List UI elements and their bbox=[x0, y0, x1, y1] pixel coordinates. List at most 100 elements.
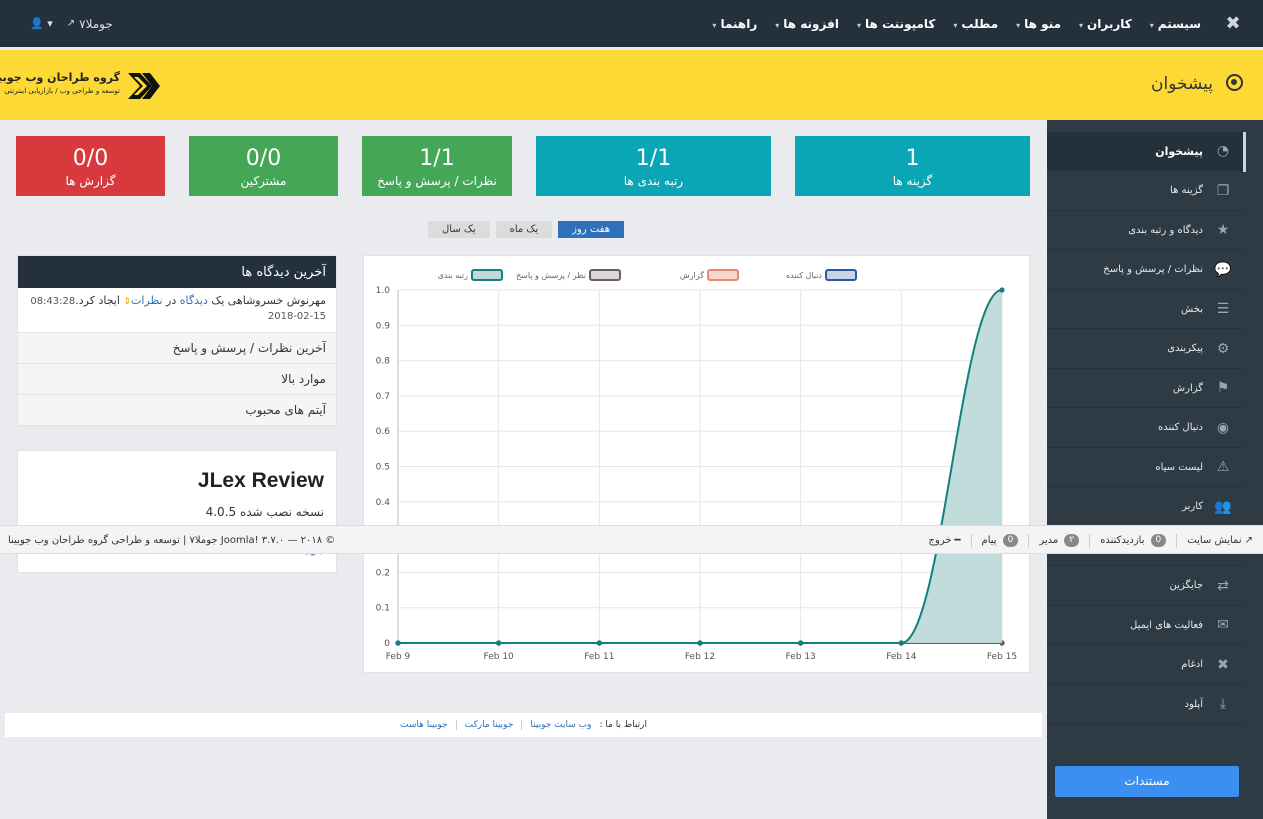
legend-label: دنبال کننده bbox=[786, 271, 822, 280]
latest-reviews-title: آخرین دیدگاه ها bbox=[18, 256, 336, 288]
top-menu-item[interactable]: منو ها▾ bbox=[1016, 17, 1061, 31]
footer: ارتباط با ما : وب سایت جوبینا جوبینا مار… bbox=[5, 713, 1042, 737]
sidebar-item-label: ادغام bbox=[1181, 659, 1203, 670]
y-tick-label: 0.4 bbox=[376, 498, 391, 508]
panel-section-row[interactable]: موارد بالا bbox=[18, 364, 336, 395]
stat-card-label: رتبه بندی ها bbox=[623, 174, 684, 188]
series-point bbox=[596, 640, 602, 646]
latest-reviews-panel: آخرین دیدگاه ها مهرنوش خسروشاهی یک دیدگا… bbox=[17, 255, 337, 426]
series-point bbox=[395, 640, 401, 646]
series-area bbox=[398, 290, 1002, 643]
footer-link-host[interactable]: جوبینا هاست bbox=[399, 720, 448, 730]
documentation-button[interactable]: مستندات bbox=[1055, 766, 1239, 797]
stat-card[interactable]: 0/0 مشترکین bbox=[189, 136, 338, 196]
options-icon: ❐ bbox=[1216, 182, 1230, 199]
sidebar-item[interactable]: ◔ پیشخوان bbox=[1047, 132, 1243, 171]
sidebar-item[interactable]: ◉ دنبال کننده bbox=[1047, 409, 1243, 448]
top-navbar: ✖ سیستم▾ کاربران▾ منو ها▾ مطلب▾ کامپوننت ها▾… bbox=[0, 0, 1263, 47]
extension-title: JLex Review bbox=[197, 469, 324, 492]
stat-card[interactable]: 1/1 نظرات / پرسش و پاسخ bbox=[362, 136, 512, 196]
warning-icon: ⚠ bbox=[1216, 459, 1230, 475]
sidebar-item[interactable]: ✉ فعالیت های ایمیل bbox=[1047, 606, 1243, 645]
stat-card[interactable]: 0/0 گزارش ها bbox=[16, 136, 165, 196]
x-tick-label: Feb 9 bbox=[386, 652, 411, 662]
top-menu-label: کاربران bbox=[1087, 16, 1132, 31]
stat-card-label: نظرات / پرسش و پاسخ bbox=[377, 174, 497, 188]
footer-contact-label: ارتباط با ما : bbox=[599, 720, 648, 730]
caret-down-icon: ▾ bbox=[856, 20, 861, 30]
top-menu-item[interactable]: سیستم▾ bbox=[1150, 17, 1201, 31]
sidebar-item-label: دیدگاه و رتبه بندی bbox=[1128, 224, 1203, 236]
status-bar: ↗ نمایش سایت 0 بازدیدکننده ۲ مدیر 0 پیام… bbox=[0, 525, 1263, 554]
stat-card[interactable]: 1 گزینه ها bbox=[795, 136, 1030, 196]
series-point bbox=[898, 640, 904, 646]
top-right-tools: 👤 ▾ ↗ جوملا۷ bbox=[30, 0, 113, 47]
external-link-icon: ↗ bbox=[1244, 535, 1253, 546]
sidebar-item[interactable]: ❐ گزینه ها bbox=[1047, 172, 1243, 211]
sidebar-item[interactable]: ★ دیدگاه و رتبه بندی bbox=[1047, 211, 1243, 250]
list-icon: ☰ bbox=[1216, 301, 1230, 317]
range-tab[interactable]: یک ماه bbox=[495, 221, 553, 238]
sidebar-item-label: لیست سیاه bbox=[1155, 461, 1203, 473]
sidebar-scrollbar[interactable] bbox=[1243, 132, 1246, 172]
y-tick-label: 0.7 bbox=[376, 392, 390, 402]
stat-card-label: گزارش ها bbox=[65, 174, 116, 188]
sidebar-item[interactable]: ⚠ لیست سیاه bbox=[1047, 448, 1243, 487]
logout-link[interactable]: ━ خروج bbox=[929, 535, 961, 546]
visitors-label: بازدیدکننده bbox=[1100, 535, 1145, 546]
puzzle-icon: ✖ bbox=[1217, 656, 1229, 673]
brand-name: گروه طراحان وب جوبینا bbox=[0, 71, 120, 84]
review-target-link[interactable]: نظرات bbox=[130, 294, 163, 307]
range-tab[interactable]: یک سال bbox=[428, 221, 490, 238]
sidebar-item[interactable]: ⤓ آپلود bbox=[1047, 685, 1243, 724]
top-menu-item[interactable]: افزونه ها▾ bbox=[775, 17, 839, 31]
site-link[interactable]: ↗ جوملا۷ bbox=[67, 17, 113, 31]
messages-label[interactable]: پیام bbox=[981, 535, 997, 546]
sidebar-item[interactable]: ⚙ پیکربندی bbox=[1047, 330, 1243, 369]
sidebar-item[interactable]: ☰ بخش bbox=[1047, 290, 1243, 329]
stat-card-value: 0/0 bbox=[72, 146, 109, 171]
user-icon[interactable]: 👤 ▾ bbox=[30, 17, 53, 30]
legend-label: گزارش bbox=[680, 270, 704, 280]
installed-version: نسخه نصب شده 4.0.5 bbox=[205, 505, 324, 519]
footer-link-website[interactable]: وب سایت جوبینا bbox=[530, 720, 592, 730]
top-menu-item[interactable]: کامپوننت ها▾ bbox=[857, 17, 935, 31]
stat-card-label: مشترکین bbox=[240, 174, 287, 188]
legend-label: نظر / پرسش و پاسخ bbox=[516, 271, 586, 280]
panel-section-row[interactable]: آیتم های محبوب bbox=[18, 395, 336, 426]
view-site-link[interactable]: ↗ نمایش سایت bbox=[1187, 535, 1253, 546]
legend-label: رتبه بندی bbox=[438, 271, 469, 280]
joomla-logo-icon[interactable]: ✖ bbox=[1225, 13, 1241, 34]
stat-card[interactable]: 1/1 رتبه بندی ها bbox=[536, 136, 771, 196]
series-point bbox=[798, 640, 804, 646]
top-menu-item[interactable]: راهنما▾ bbox=[712, 17, 757, 31]
y-tick-label: 0.6 bbox=[376, 427, 391, 437]
logout-label: خروج bbox=[928, 535, 952, 546]
footer-link-market[interactable]: جوبینا مارکت bbox=[464, 720, 514, 730]
sidebar-item[interactable]: ⚑ گزارش bbox=[1047, 369, 1243, 408]
download-icon: ⤓ bbox=[1219, 696, 1227, 712]
sidebar-item[interactable]: 👥 کاربر bbox=[1047, 488, 1243, 527]
sidebar-item[interactable]: ✖ ادغام bbox=[1047, 646, 1243, 685]
review-link[interactable]: دیدگاه bbox=[179, 294, 208, 307]
page-title: پیشخوان bbox=[1151, 74, 1213, 94]
sidebar-item[interactable]: 💬 نظرات / پرسش و پاسخ bbox=[1047, 251, 1243, 290]
top-menu-item[interactable]: کاربران▾ bbox=[1079, 17, 1132, 31]
sidebar-item-label: گزارش bbox=[1172, 382, 1203, 394]
cogs-icon: ⚙ bbox=[1216, 340, 1230, 357]
footer-divider bbox=[455, 720, 457, 730]
status-divider bbox=[1176, 533, 1178, 548]
range-tab[interactable]: هفت روز bbox=[558, 221, 624, 238]
stat-card-value: 0/0 bbox=[245, 146, 282, 171]
sidebar-item[interactable] bbox=[1047, 527, 1243, 566]
stat-card-value: 1/1 bbox=[419, 146, 455, 171]
stat-card-label: گزینه ها bbox=[892, 174, 933, 188]
panel-section-row[interactable]: آخرین نظرات / پرسش و پاسخ bbox=[18, 333, 336, 364]
status-divider bbox=[1089, 533, 1091, 548]
top-menu-item[interactable]: مطلب▾ bbox=[953, 17, 998, 31]
sidebar-item[interactable]: ⇄ جایگزین bbox=[1047, 567, 1243, 606]
visitors-badge: 0 bbox=[1150, 534, 1167, 547]
messages-badge: 0 bbox=[1002, 534, 1019, 547]
